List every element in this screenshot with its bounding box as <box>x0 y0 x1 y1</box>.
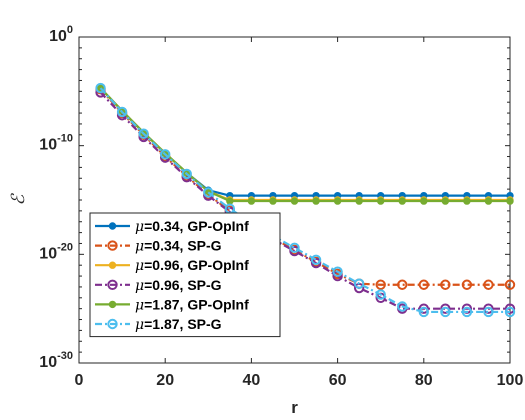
data-point <box>504 306 516 318</box>
x-tick-label: 60 <box>329 372 347 389</box>
data-point <box>375 279 386 290</box>
y-tick-exponent: -20 <box>57 241 73 253</box>
legend-mu-symbol: μ <box>135 278 144 294</box>
data-point <box>333 197 342 205</box>
data-point <box>506 197 514 205</box>
data-point <box>483 279 494 290</box>
data-point <box>290 197 299 205</box>
legend-item: μ=0.34, GP-OpInf <box>95 218 249 235</box>
data-point <box>138 128 149 139</box>
legend-label: μ=0.34, SP-G <box>135 238 222 255</box>
legend-mu-symbol: μ <box>135 258 144 274</box>
x-tick-label: 0 <box>75 372 84 389</box>
legend-mu-symbol: μ <box>135 219 144 235</box>
y-tick-base: 10 <box>39 137 57 154</box>
legend-series-name: =0.96, GP-OpInf <box>144 257 249 273</box>
x-axis-title: r <box>291 398 298 417</box>
legend-series-name: =0.96, SP-G <box>144 277 222 293</box>
y-tick-exponent: 0 <box>67 24 73 36</box>
legend-label: μ=1.87, SP-G <box>135 316 222 333</box>
y-tick-base: 10 <box>39 354 57 371</box>
legend-item: μ=0.96, GP-OpInf <box>95 257 249 274</box>
data-point <box>375 289 386 300</box>
legend-marker <box>108 261 117 269</box>
legend-label: μ=1.87, GP-OpInf <box>135 296 249 313</box>
data-point <box>397 301 408 312</box>
data-point <box>418 303 429 314</box>
y-tick-label: 10-10 <box>39 133 73 154</box>
data-point <box>377 197 385 205</box>
legend-label: μ=0.96, GP-OpInf <box>135 257 249 274</box>
legend-marker <box>108 300 117 309</box>
legend-item: μ=0.34, SP-G <box>95 238 222 255</box>
data-point <box>418 306 429 318</box>
data-point <box>463 197 471 205</box>
data-point <box>461 306 473 318</box>
y-tick-label: 100 <box>49 24 73 45</box>
x-tick-label: 20 <box>156 372 174 389</box>
data-point <box>397 279 408 290</box>
data-point <box>440 279 451 290</box>
data-point <box>441 197 450 205</box>
x-tick-label: 40 <box>243 372 261 389</box>
legend-mu-symbol: μ <box>135 297 144 313</box>
y-tick-base: 10 <box>49 28 67 45</box>
x-tick-label: 100 <box>497 372 524 389</box>
legend-item: μ=0.96, SP-G <box>95 277 222 294</box>
data-point <box>353 278 365 289</box>
data-point <box>504 279 516 290</box>
legend-series-name: =1.87, GP-OpInf <box>144 296 249 312</box>
data-point <box>483 306 494 318</box>
data-point <box>310 254 322 265</box>
series-6 <box>95 82 516 318</box>
legend-series-name: =1.87, SP-G <box>144 316 222 332</box>
data-point <box>418 279 429 290</box>
data-point <box>116 106 128 118</box>
y-tick-exponent: -30 <box>57 350 73 362</box>
y-tick-label: 10-30 <box>39 350 73 371</box>
data-point <box>95 82 106 94</box>
x-tick-label: 80 <box>415 372 433 389</box>
y-tick-label: 10-20 <box>39 241 73 262</box>
legend-marker <box>107 318 118 330</box>
data-point <box>181 168 192 180</box>
data-point <box>289 242 300 254</box>
data-point <box>332 266 343 277</box>
y-axis-title: ℰ <box>8 192 29 205</box>
data-point <box>420 197 428 205</box>
legend-label: μ=0.34, GP-OpInf <box>135 218 249 235</box>
data-point <box>483 303 494 314</box>
data-point <box>484 197 493 205</box>
data-point <box>440 303 451 314</box>
series-group <box>95 82 516 318</box>
legend-series-name: =0.34, SP-G <box>144 238 222 254</box>
legend-series-name: =0.34, GP-OpInf <box>144 218 249 234</box>
data-point <box>226 197 234 205</box>
legend-marker <box>108 222 117 230</box>
legend-marker <box>107 240 118 251</box>
legend-item: μ=1.87, SP-G <box>95 316 222 333</box>
legend-item: μ=1.87, GP-OpInf <box>95 296 249 313</box>
data-point <box>461 279 473 290</box>
data-point <box>355 197 363 205</box>
y-tick-exponent: -10 <box>57 133 73 145</box>
data-point <box>398 197 406 205</box>
data-point <box>247 197 256 205</box>
legend-mu-symbol: μ <box>135 239 144 255</box>
data-point <box>312 197 320 205</box>
data-point <box>160 149 171 160</box>
data-point <box>203 187 214 198</box>
legend-box <box>89 212 281 338</box>
legend-label: μ=0.96, SP-G <box>135 277 222 294</box>
data-point <box>440 306 451 318</box>
data-point <box>269 197 277 205</box>
legend-marker <box>107 279 118 290</box>
y-tick-base: 10 <box>39 245 57 262</box>
legend-mu-symbol: μ <box>135 317 144 333</box>
